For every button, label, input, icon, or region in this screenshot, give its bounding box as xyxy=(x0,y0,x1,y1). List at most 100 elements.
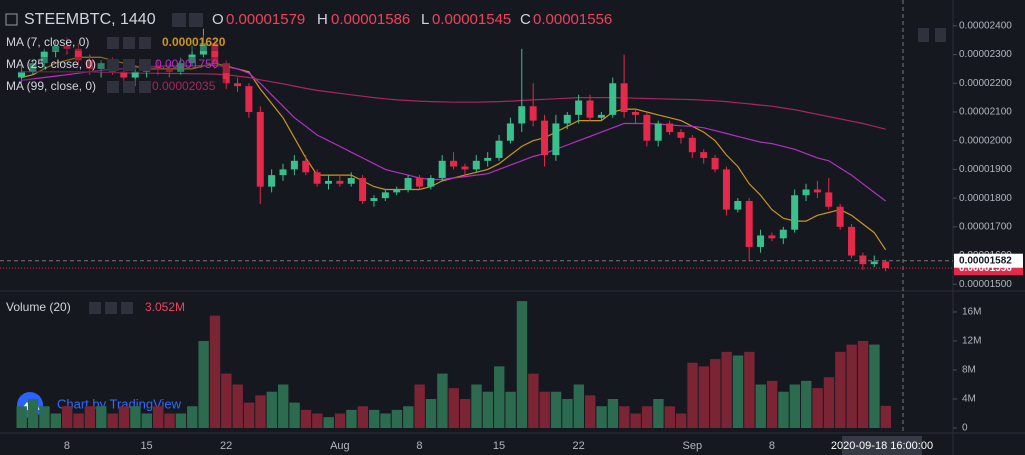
volume-bar xyxy=(368,409,380,428)
volume-bar xyxy=(107,413,118,428)
candle-body xyxy=(165,68,173,72)
y-tick-label: 0.00001800 xyxy=(959,193,1012,204)
candle-body xyxy=(29,63,37,72)
candle-body xyxy=(722,169,730,210)
candle-body xyxy=(620,83,628,112)
volume-bar xyxy=(39,406,50,428)
candle-body xyxy=(256,111,264,187)
candle-body xyxy=(848,226,856,256)
volume-bar xyxy=(482,391,494,428)
volume-bar xyxy=(334,413,346,428)
volume-bar xyxy=(687,362,698,428)
volume-bar xyxy=(346,409,357,428)
volume-bar xyxy=(289,402,300,428)
candle-body xyxy=(188,54,196,64)
legend-icon[interactable] xyxy=(139,81,151,93)
volume-bar xyxy=(84,406,96,428)
last-price-label: 0.00001556 xyxy=(959,263,1012,274)
candle-body xyxy=(472,160,480,170)
volume-title: Volume (20) xyxy=(6,300,71,314)
y-tick-label: 4M xyxy=(962,394,976,405)
volume-bar xyxy=(278,384,289,428)
candle-body xyxy=(415,178,423,187)
legend-icon[interactable] xyxy=(123,81,135,93)
legend-name: MA (7, close, 0) xyxy=(6,35,89,49)
volume-bar xyxy=(73,413,84,428)
legend-value: 0.00002035 xyxy=(152,79,216,93)
candle-body xyxy=(495,140,503,158)
legend-icon[interactable] xyxy=(105,302,117,314)
candle-body xyxy=(882,261,890,269)
y-tick-label: 0.00002300 xyxy=(959,49,1012,60)
candle-body xyxy=(370,198,378,201)
top-right-buttons[interactable] xyxy=(918,28,946,42)
volume-bar xyxy=(505,391,516,428)
candle-body xyxy=(506,123,514,141)
legend-icon[interactable] xyxy=(139,59,151,71)
candle-body xyxy=(381,192,389,199)
volume-bar xyxy=(812,388,823,428)
legend-value: 0.00001750 xyxy=(155,57,219,71)
y-tick-label: 0.00002400 xyxy=(959,20,1012,31)
x-tick-label: 8 xyxy=(769,440,775,452)
candle-body xyxy=(711,157,719,170)
x-tick-label: 22 xyxy=(573,440,585,452)
button[interactable] xyxy=(935,28,946,42)
volume-bar xyxy=(641,406,653,428)
legend-value: 0.00001620 xyxy=(162,35,226,49)
legend-icon[interactable] xyxy=(107,37,119,49)
legend-icon[interactable] xyxy=(107,59,119,71)
legend-name: MA (25, close, 0) xyxy=(6,57,96,71)
candle-body xyxy=(791,195,799,230)
volume-bar xyxy=(801,380,812,428)
candle-body xyxy=(779,229,787,239)
volume-bar xyxy=(550,391,562,428)
volume-bar xyxy=(130,406,141,428)
volume-bar xyxy=(494,366,505,428)
candle-body xyxy=(529,106,537,121)
candle-body xyxy=(609,83,617,115)
legend-icon[interactable] xyxy=(121,302,133,314)
volume-bar xyxy=(619,406,630,428)
icon[interactable] xyxy=(189,13,203,27)
ohlc-label: H xyxy=(317,11,328,28)
candle-body xyxy=(484,157,492,161)
candle-body xyxy=(757,235,765,247)
y-tick-label: 0.00002200 xyxy=(959,78,1012,89)
candle-body xyxy=(563,114,571,124)
volume-bar xyxy=(141,413,152,428)
candle-body xyxy=(211,43,219,64)
volume-bar xyxy=(414,384,425,428)
volume-bar xyxy=(96,406,107,428)
candle-body xyxy=(63,45,71,49)
candle-body xyxy=(279,169,287,176)
candle-body xyxy=(40,51,48,64)
volume-bar xyxy=(50,413,62,428)
volume-bar xyxy=(664,406,675,428)
candle-body xyxy=(768,235,776,239)
legend-icon[interactable] xyxy=(123,37,135,49)
moving-average xyxy=(21,71,886,130)
candle-body xyxy=(302,160,310,173)
button[interactable] xyxy=(918,28,929,42)
legend-icon[interactable] xyxy=(89,302,101,314)
legend-icon[interactable] xyxy=(123,59,135,71)
symbol: STEEMBTC, 1440 xyxy=(24,11,156,28)
header-icons[interactable] xyxy=(172,13,203,27)
x-tick-label: 8 xyxy=(416,440,422,452)
candle-body xyxy=(120,71,128,78)
collapse-icon[interactable] xyxy=(5,13,18,26)
icon[interactable] xyxy=(172,13,186,27)
y-tick-label: 0.00001900 xyxy=(959,164,1012,175)
volume-bar xyxy=(516,301,528,428)
volume-bar xyxy=(857,340,869,428)
candle-body xyxy=(177,63,185,72)
volume-bar xyxy=(573,384,585,428)
volume-bar xyxy=(152,406,164,428)
moving-average xyxy=(21,64,886,202)
legend-icon[interactable] xyxy=(139,37,151,49)
volume-bar xyxy=(357,406,368,428)
volume-bar xyxy=(778,391,789,428)
candle-body xyxy=(222,63,230,84)
legend-icon[interactable] xyxy=(107,81,119,93)
